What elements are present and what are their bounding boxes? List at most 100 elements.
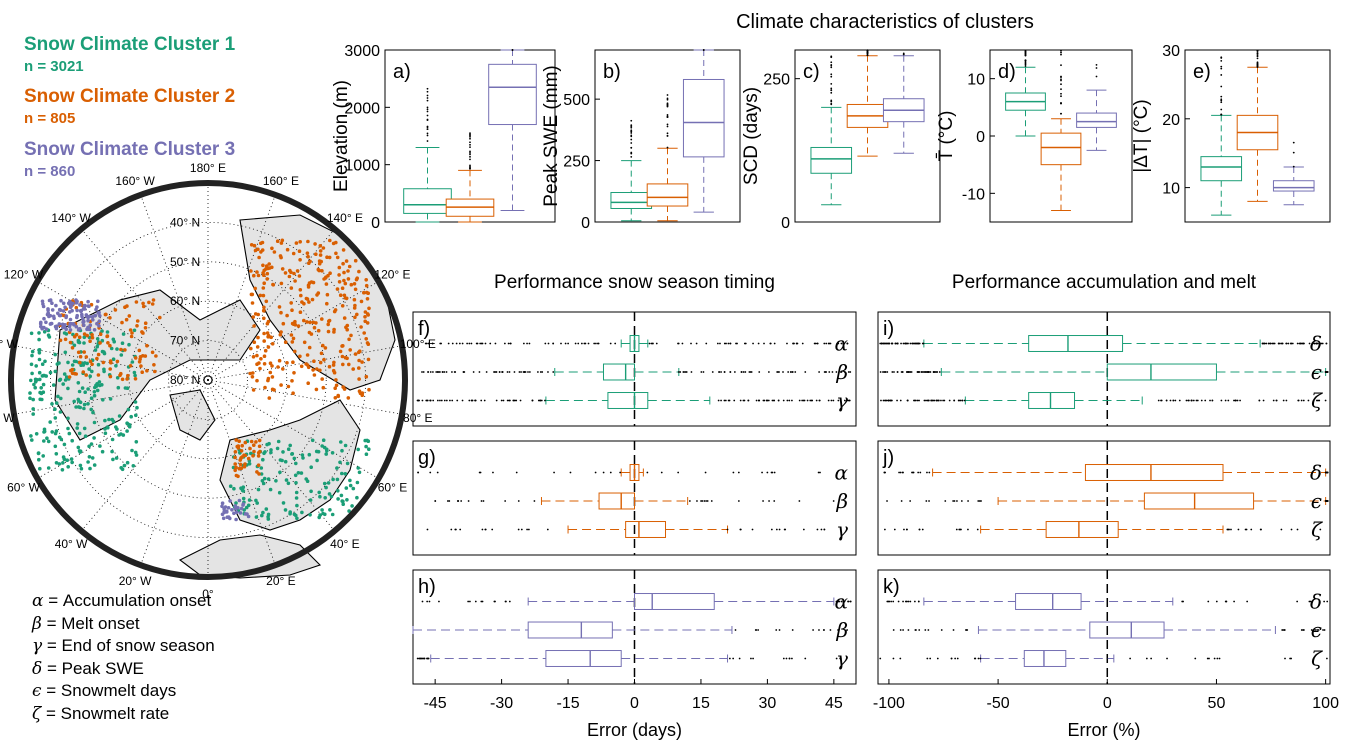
outlier-point <box>1060 92 1062 95</box>
outlier-point <box>830 399 833 402</box>
station-point <box>56 394 60 399</box>
station-point <box>347 264 352 269</box>
station-point <box>311 368 315 372</box>
outlier-point <box>940 629 943 631</box>
box-iqr <box>1015 593 1082 610</box>
station-point <box>97 319 102 324</box>
outlier-point <box>1233 600 1235 603</box>
outlier-point <box>883 371 886 373</box>
outlier-point <box>843 399 846 402</box>
station-point <box>115 347 119 351</box>
box-2 <box>1076 63 1117 151</box>
meridian-line <box>140 379 209 566</box>
station-point <box>88 374 92 379</box>
station-point <box>360 360 364 364</box>
outlier-point <box>688 500 691 502</box>
outlier-point <box>469 135 471 138</box>
plot-frame <box>877 569 1331 685</box>
x-tick-label: 15 <box>692 695 710 712</box>
outlier-point <box>1200 399 1203 402</box>
outlier-point <box>909 371 912 373</box>
outlier-point <box>526 342 528 345</box>
row-label: β <box>835 489 848 513</box>
station-point <box>86 460 90 464</box>
station-point <box>123 348 127 352</box>
outlier-point <box>1291 342 1294 345</box>
station-point <box>82 426 87 431</box>
station-point <box>367 306 371 311</box>
station-point <box>96 373 101 377</box>
station-point <box>57 307 62 312</box>
outlier-point <box>702 49 705 51</box>
station-point <box>112 339 116 344</box>
station-point <box>75 299 79 304</box>
outlier-point <box>1169 399 1172 402</box>
outlier-point <box>1296 528 1299 531</box>
station-point <box>73 371 77 376</box>
station-point <box>262 281 267 286</box>
outlier-point <box>960 500 963 502</box>
outlier-point <box>1256 55 1259 58</box>
outlier-point <box>825 342 828 345</box>
station-point <box>95 388 100 393</box>
outlier-point <box>666 146 669 149</box>
station-point <box>39 320 43 325</box>
outlier-point <box>900 342 902 345</box>
station-point <box>365 297 370 301</box>
outlier-point <box>533 500 536 502</box>
outlier-point <box>448 500 451 502</box>
station-point <box>41 454 45 458</box>
longitude-label: 100° E <box>400 337 436 351</box>
station-point <box>154 354 158 358</box>
station-point <box>295 269 300 273</box>
outlier-point <box>427 657 429 660</box>
station-point <box>89 442 94 446</box>
x-axis-label: Error (%) <box>1068 720 1141 740</box>
station-point <box>123 386 128 390</box>
station-point <box>83 434 88 439</box>
panel-title: Performance snow season timing <box>494 272 775 293</box>
outlier-point <box>898 471 900 474</box>
x-tick-label: 0 <box>1103 695 1112 712</box>
station-point <box>64 314 69 318</box>
outlier-point <box>910 371 913 373</box>
outlier-point <box>1246 600 1249 603</box>
outlier-point <box>1300 399 1303 402</box>
station-point <box>126 373 130 378</box>
station-point <box>265 321 270 326</box>
station-point <box>98 341 102 345</box>
outlier-point <box>925 500 928 502</box>
outlier-point <box>818 629 820 631</box>
station-point <box>247 498 252 502</box>
station-point <box>68 340 73 345</box>
station-point <box>150 302 155 306</box>
station-point <box>86 387 90 391</box>
station-point <box>233 462 237 466</box>
station-point <box>153 369 157 374</box>
station-point <box>30 438 34 442</box>
station-point <box>29 362 34 367</box>
outlier-point <box>903 528 905 531</box>
station-point <box>251 388 256 392</box>
outlier-point <box>701 500 704 502</box>
outlier-point <box>704 471 707 474</box>
row-1: β <box>412 618 849 642</box>
station-point <box>135 405 139 410</box>
outlier-point <box>1060 88 1062 91</box>
station-point <box>110 417 114 422</box>
outlier-point <box>1187 399 1190 402</box>
station-point <box>294 241 299 245</box>
station-point <box>344 259 349 263</box>
outlier-point <box>503 342 506 345</box>
outlier-point <box>469 151 471 154</box>
outlier-point <box>752 342 754 345</box>
station-point <box>66 386 70 391</box>
row-label: ϵ <box>1311 618 1322 642</box>
station-point <box>38 397 42 402</box>
outlier-point <box>1310 629 1313 631</box>
outlier-point <box>762 500 764 502</box>
outlier-point <box>481 342 484 345</box>
row-1: ϵ <box>892 618 1326 642</box>
station-point <box>341 248 346 252</box>
outlier-point <box>815 399 818 402</box>
